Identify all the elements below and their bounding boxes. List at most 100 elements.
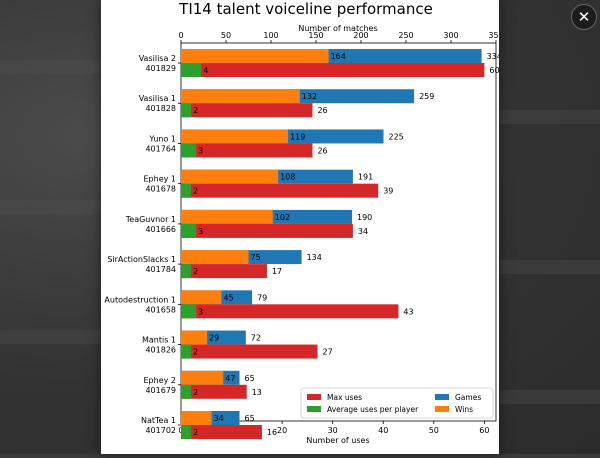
data-label-average-uses: 4 (203, 66, 208, 75)
bar-average-uses-per-player (181, 384, 192, 399)
chart: TI14 talent voiceline performance Number… (104, 0, 503, 445)
data-label-average-uses: 2 (193, 267, 198, 276)
image-viewer: TI14 talent voiceline performance Number… (101, 0, 504, 454)
bar-wins (181, 330, 208, 345)
data-label-max-uses: 39 (383, 187, 393, 196)
data-label-games: 225 (389, 132, 404, 141)
data-label-games: 334 (487, 52, 499, 61)
bar-max-uses (181, 304, 399, 319)
bar-wins (181, 89, 300, 104)
data-label-games: 65 (245, 374, 255, 383)
category-id-label: 401764 (145, 144, 176, 153)
top-tick-label: 150 (308, 31, 323, 40)
category-id-label: 401678 (145, 185, 176, 194)
data-label-max-uses: 16 (267, 428, 277, 437)
data-label-max-uses: 13 (252, 388, 262, 397)
bar-max-uses (181, 183, 379, 198)
bar-average-uses-per-player (181, 103, 192, 118)
data-label-games: 65 (245, 414, 255, 423)
top-tick-label: 300 (443, 31, 458, 40)
data-label-average-uses: 2 (193, 348, 198, 357)
legend-swatch (307, 394, 321, 400)
category-id-label: 401679 (145, 386, 176, 395)
category-label: Mantis 1 (142, 336, 176, 345)
top-tick-label: 0 (178, 31, 183, 40)
bar-max-uses (181, 223, 353, 238)
category-label: Autodestruction 1 (104, 295, 176, 304)
bar-average-uses-per-player (181, 183, 192, 198)
data-label-wins: 45 (224, 293, 234, 302)
data-label-wins: 164 (331, 52, 346, 61)
bar-average-uses-per-player (181, 304, 197, 319)
bar-wins (181, 49, 329, 63)
bar-average-uses-per-player (181, 344, 192, 359)
data-label-average-uses: 2 (193, 187, 198, 196)
bar-wins (181, 290, 222, 305)
legend-label: Games (455, 393, 481, 402)
data-label-games: 79 (257, 293, 267, 302)
bottom-tick-label: 50 (429, 426, 439, 435)
legend-swatch (435, 406, 449, 412)
data-label-max-uses: 26 (317, 106, 327, 115)
bottom-tick-label: 30 (328, 426, 338, 435)
bar-max-uses (181, 103, 313, 118)
data-label-max-uses: 26 (317, 146, 327, 155)
data-label-max-uses: 17 (272, 267, 282, 276)
legend-swatch (435, 394, 449, 400)
bar-max-uses (181, 264, 267, 279)
bar-max-uses (181, 63, 485, 77)
category-label: TeaGuvnor 1 (125, 215, 176, 224)
bar-max-uses (181, 384, 247, 399)
top-tick-label: 250 (398, 31, 413, 40)
category-label: Ephey 2 (144, 376, 177, 385)
data-label-average-uses: 3 (198, 307, 203, 316)
category-id-label: 401666 (145, 225, 176, 234)
top-tick-label: 50 (221, 31, 231, 40)
data-label-average-uses: 2 (193, 388, 198, 397)
category-label: NatTea 1 (141, 416, 176, 425)
bar-max-uses (181, 344, 318, 359)
data-label-wins: 108 (280, 173, 295, 182)
chart-title: TI14 talent voiceline performance (178, 0, 433, 18)
data-label-average-uses: 2 (193, 106, 198, 115)
category-label: SirActionSlacks 1 (107, 255, 176, 264)
bottom-axis-label: Number of uses (306, 436, 369, 445)
data-label-games: 134 (307, 253, 322, 262)
bottom-tick-label: 40 (378, 426, 388, 435)
data-label-average-uses: 3 (198, 227, 203, 236)
category-id-label: 401826 (145, 346, 176, 355)
top-axis-label: Number of matches (298, 24, 377, 33)
data-label-games: 191 (358, 173, 373, 182)
data-label-average-uses: 2 (193, 428, 198, 437)
bar-average-uses-per-player (181, 143, 197, 158)
category-id-label: 401702 (145, 426, 176, 435)
close-icon[interactable]: ✕ (571, 4, 597, 30)
bar-average-uses-per-player (181, 223, 197, 238)
bar-wins (181, 129, 289, 144)
category-id-label: 401829 (145, 64, 176, 73)
bottom-tick-label: 20 (277, 426, 287, 435)
bar-wins (181, 411, 212, 425)
bar-average-uses-per-player (181, 425, 192, 439)
bar-wins (181, 169, 279, 184)
bar-average-uses-per-player (181, 63, 202, 77)
data-label-max-uses: 43 (403, 307, 413, 316)
bar-average-uses-per-player (181, 264, 192, 279)
top-tick-label: 200 (353, 31, 368, 40)
data-label-wins: 75 (251, 253, 261, 262)
data-label-games: 72 (251, 334, 261, 343)
bar-max-uses (181, 425, 262, 439)
data-label-games: 190 (357, 213, 372, 222)
top-tick-label: 100 (263, 31, 278, 40)
legend-label: Wins (455, 405, 473, 414)
category-label: Vasilisa 2 (139, 54, 176, 63)
data-label-wins: 132 (302, 92, 317, 101)
legend-swatch (307, 406, 321, 412)
bar-max-uses (181, 143, 313, 158)
category-label: Vasilisa 1 (139, 94, 176, 103)
bar-wins (181, 370, 224, 385)
data-label-wins: 29 (209, 334, 219, 343)
category-id-label: 401658 (145, 305, 176, 314)
data-label-wins: 34 (214, 414, 224, 423)
data-label-average-uses: 3 (198, 146, 203, 155)
